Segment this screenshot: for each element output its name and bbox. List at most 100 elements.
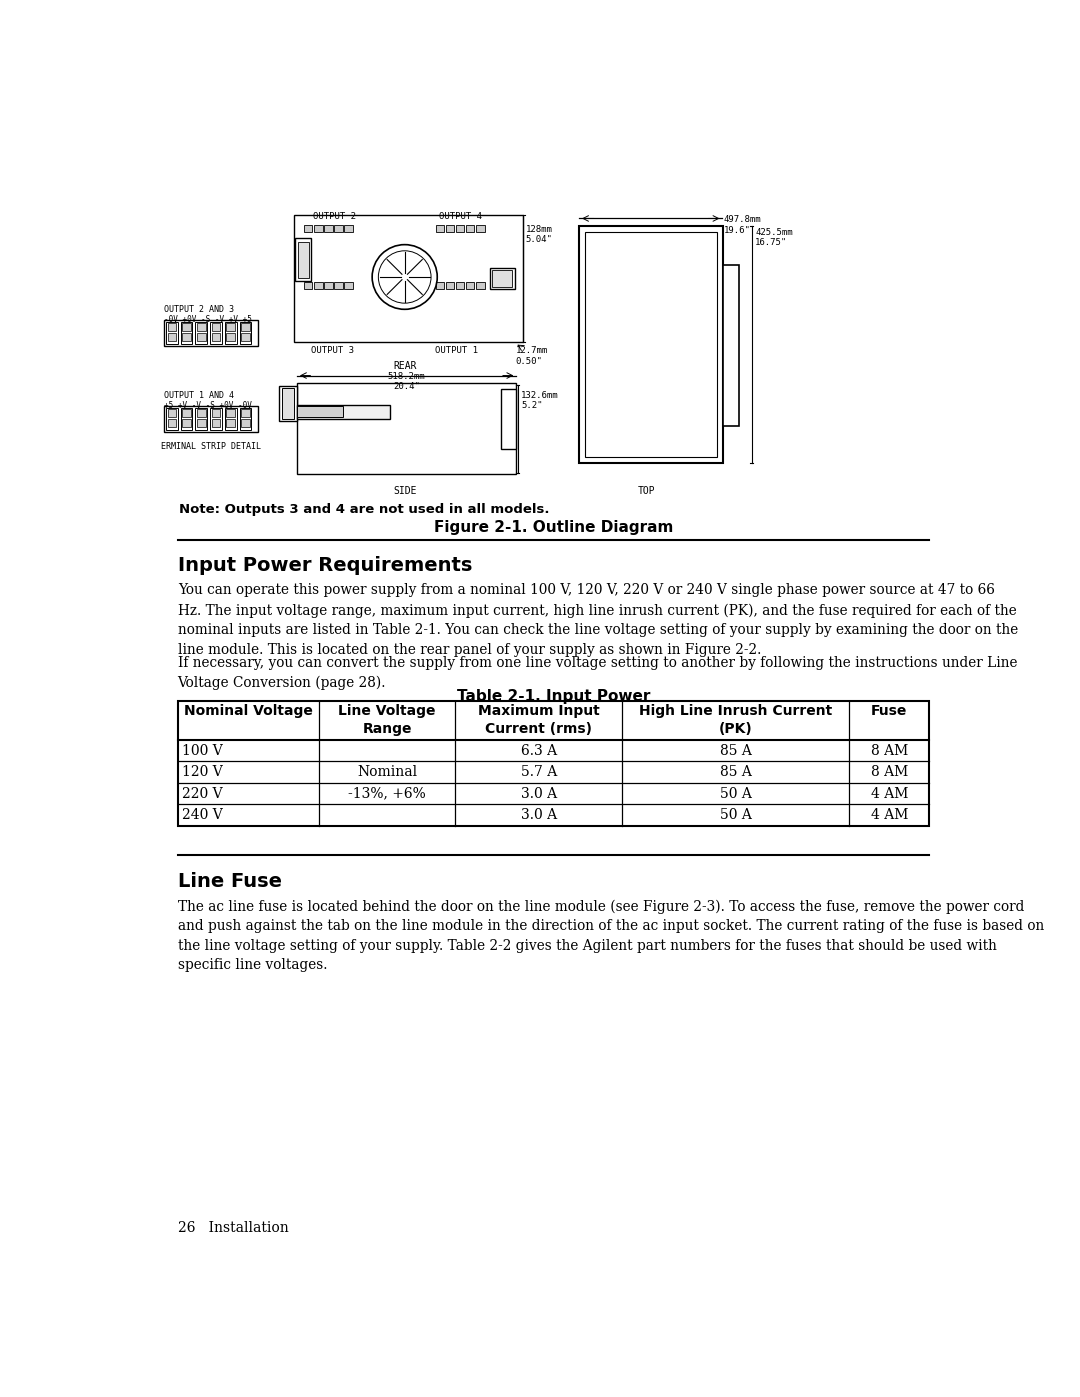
Bar bbox=[212, 334, 220, 341]
Text: REAR: REAR bbox=[393, 360, 417, 372]
Text: 3.0 A: 3.0 A bbox=[521, 809, 557, 823]
Bar bbox=[492, 270, 512, 286]
Bar bbox=[197, 334, 205, 341]
Bar bbox=[227, 419, 235, 427]
Text: OUTPUT 4: OUTPUT 4 bbox=[438, 212, 482, 221]
Bar bbox=[167, 323, 176, 331]
Text: 100 V: 100 V bbox=[183, 743, 224, 757]
Text: 85 A: 85 A bbox=[719, 766, 752, 780]
Bar bbox=[456, 225, 464, 232]
Text: 6.3 A: 6.3 A bbox=[521, 743, 557, 757]
Bar bbox=[585, 232, 717, 457]
Text: +5 +V -V -S +0V -0V: +5 +V -V -S +0V -0V bbox=[164, 401, 252, 409]
Bar bbox=[180, 321, 192, 344]
Bar bbox=[435, 225, 444, 232]
Bar bbox=[183, 419, 191, 427]
Text: 128mm
5.04": 128mm 5.04" bbox=[526, 225, 553, 244]
Bar bbox=[298, 242, 309, 278]
Text: OUTPUT 1: OUTPUT 1 bbox=[435, 346, 478, 355]
Text: 12.7mm
0.50": 12.7mm 0.50" bbox=[515, 346, 548, 366]
Bar bbox=[164, 320, 258, 345]
Text: Maximum Input
Current (rms): Maximum Input Current (rms) bbox=[477, 704, 599, 736]
Bar bbox=[465, 225, 474, 232]
Text: 50 A: 50 A bbox=[719, 809, 752, 823]
Bar bbox=[345, 225, 353, 232]
Text: TOP: TOP bbox=[637, 486, 656, 496]
Bar bbox=[166, 321, 177, 344]
Bar bbox=[324, 225, 333, 232]
Text: Table 2-1. Input Power: Table 2-1. Input Power bbox=[457, 689, 650, 704]
Bar bbox=[476, 282, 485, 289]
Text: -13%, +6%: -13%, +6% bbox=[349, 787, 427, 800]
Bar bbox=[314, 225, 323, 232]
Text: ERMINAL STRIP DETAIL: ERMINAL STRIP DETAIL bbox=[161, 441, 261, 451]
Bar bbox=[167, 334, 176, 341]
Bar bbox=[294, 215, 523, 342]
Bar bbox=[476, 225, 485, 232]
Text: 50 A: 50 A bbox=[719, 787, 752, 800]
Bar bbox=[324, 282, 333, 289]
Bar bbox=[227, 409, 235, 418]
Bar bbox=[282, 388, 294, 419]
Bar bbox=[579, 226, 724, 464]
Bar bbox=[241, 419, 249, 427]
Bar bbox=[297, 383, 516, 474]
Text: Note: Outputs 3 and 4 are not used in all models.: Note: Outputs 3 and 4 are not used in al… bbox=[179, 503, 550, 517]
Bar bbox=[446, 282, 455, 289]
Bar bbox=[345, 282, 353, 289]
Circle shape bbox=[378, 251, 431, 303]
Text: 3.0 A: 3.0 A bbox=[521, 787, 557, 800]
Text: 4 AM: 4 AM bbox=[870, 809, 908, 823]
Bar bbox=[314, 282, 323, 289]
Text: 220 V: 220 V bbox=[183, 787, 222, 800]
Bar bbox=[297, 405, 390, 419]
Bar bbox=[490, 268, 515, 289]
Text: 85 A: 85 A bbox=[719, 743, 752, 757]
Text: 8 AM: 8 AM bbox=[870, 766, 908, 780]
Bar bbox=[183, 323, 191, 331]
Text: 240 V: 240 V bbox=[183, 809, 224, 823]
Text: 120 V: 120 V bbox=[183, 766, 224, 780]
Bar bbox=[241, 409, 249, 418]
Text: OUTPUT 2 AND 3: OUTPUT 2 AND 3 bbox=[164, 305, 233, 314]
Bar bbox=[334, 282, 342, 289]
Bar bbox=[225, 321, 237, 344]
Text: -0V +0V -S -V +V +5: -0V +0V -S -V +V +5 bbox=[164, 314, 252, 324]
Text: If necessary, you can convert the supply from one line voltage setting to anothe: If necessary, you can convert the supply… bbox=[177, 655, 1017, 690]
Bar bbox=[296, 239, 311, 281]
Bar bbox=[240, 321, 252, 344]
Bar bbox=[334, 225, 342, 232]
Text: 4 AM: 4 AM bbox=[870, 787, 908, 800]
Bar bbox=[164, 407, 258, 432]
Text: 8 AM: 8 AM bbox=[870, 743, 908, 757]
Bar bbox=[279, 387, 297, 420]
Text: 132.6mm
5.2": 132.6mm 5.2" bbox=[521, 391, 558, 411]
Bar bbox=[197, 419, 205, 427]
Text: Input Power Requirements: Input Power Requirements bbox=[177, 556, 472, 574]
Bar bbox=[225, 408, 237, 430]
Bar bbox=[297, 407, 343, 418]
Bar bbox=[180, 408, 192, 430]
Bar bbox=[446, 225, 455, 232]
Text: Figure 2-1. Outline Diagram: Figure 2-1. Outline Diagram bbox=[434, 520, 673, 535]
Bar bbox=[195, 321, 207, 344]
Text: The ac line fuse is located behind the door on the line module (see Figure 2-3).: The ac line fuse is located behind the d… bbox=[177, 900, 1044, 972]
Text: Fuse: Fuse bbox=[872, 704, 907, 718]
Bar bbox=[227, 323, 235, 331]
Bar bbox=[227, 334, 235, 341]
Bar bbox=[166, 408, 177, 430]
Bar bbox=[183, 334, 191, 341]
Bar bbox=[212, 419, 220, 427]
Bar bbox=[465, 282, 474, 289]
Bar bbox=[240, 408, 252, 430]
Text: 5.7 A: 5.7 A bbox=[521, 766, 557, 780]
Text: 26   Installation: 26 Installation bbox=[177, 1221, 288, 1235]
Text: Nominal Voltage: Nominal Voltage bbox=[184, 704, 313, 718]
Bar bbox=[303, 225, 312, 232]
Text: Line Fuse: Line Fuse bbox=[177, 872, 282, 891]
Bar bbox=[435, 282, 444, 289]
Bar bbox=[183, 409, 191, 418]
Bar bbox=[197, 409, 205, 418]
Text: OUTPUT 3: OUTPUT 3 bbox=[311, 346, 354, 355]
Bar bbox=[724, 264, 739, 426]
